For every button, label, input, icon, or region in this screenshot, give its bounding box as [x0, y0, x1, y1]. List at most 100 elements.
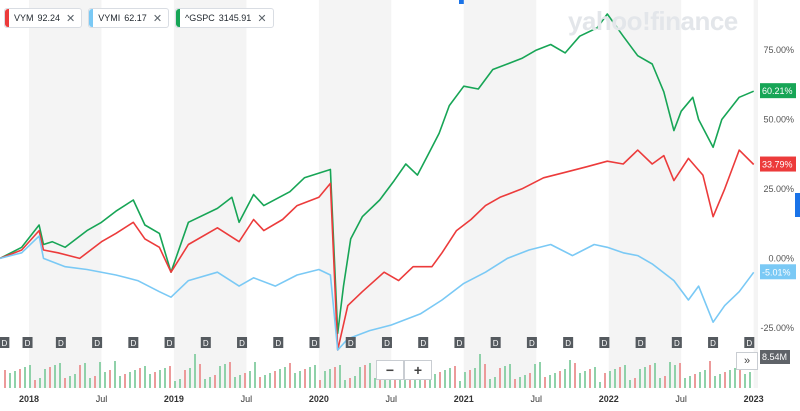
- period-shade: [608, 0, 682, 388]
- volume-bar: [114, 361, 116, 388]
- volume-bar: [134, 370, 136, 388]
- volume-bar: [29, 365, 31, 388]
- volume-bar: [659, 378, 661, 388]
- volume-bar: [739, 366, 741, 388]
- volume-bar: [39, 378, 41, 388]
- volume-bar: [744, 374, 746, 388]
- volume-bar: [689, 376, 691, 388]
- dividend-marker-label: D: [493, 339, 499, 348]
- volume-bar: [444, 370, 446, 388]
- volume-bar: [209, 377, 211, 388]
- legend-chip-gspc[interactable]: ^GSPC 3145.91 ✕: [175, 8, 274, 28]
- legend-chip-vym[interactable]: VYM 92.24 ✕: [4, 8, 83, 28]
- dividend-marker-label: D: [58, 339, 64, 348]
- dividend-marker: [381, 337, 392, 348]
- volume-bar: [514, 379, 516, 388]
- volume-bar: [624, 365, 626, 388]
- volume-bar: [199, 364, 201, 388]
- volume-bar: [14, 371, 16, 388]
- dividend-marker: [92, 337, 103, 348]
- volume-bar: [589, 369, 591, 388]
- close-icon[interactable]: ✕: [257, 12, 267, 25]
- dividend-marker-label: D: [457, 339, 463, 348]
- volume-bar: [559, 371, 561, 388]
- volume-bar: [574, 363, 576, 388]
- volume-bar: [59, 363, 61, 388]
- period-shade: [318, 0, 392, 388]
- dividend-marker-label: D: [203, 339, 209, 348]
- volume-bar: [144, 366, 146, 388]
- dividend-marker-label: D: [312, 339, 318, 348]
- last-value-badge-vym: [760, 156, 796, 172]
- close-icon[interactable]: ✕: [66, 12, 76, 25]
- x-tick-label: 2020: [309, 394, 329, 404]
- volume-bar: [404, 376, 406, 388]
- volume-bar: [379, 376, 381, 388]
- legend-symbol: VYMI: [98, 13, 121, 23]
- volume-bar: [594, 367, 596, 388]
- period-shade: [173, 0, 247, 388]
- volume-bar: [524, 375, 526, 388]
- volume-bar: [314, 365, 316, 388]
- zoom-in-button[interactable]: +: [404, 360, 432, 380]
- dividend-marker-label: D: [130, 339, 136, 348]
- dividend-marker: [635, 337, 646, 348]
- volume-bar: [694, 374, 696, 388]
- volume-bar: [709, 361, 711, 388]
- volume-bar: [189, 368, 191, 388]
- volume-bar: [539, 362, 541, 388]
- volume-bar: [649, 365, 651, 388]
- legend-chip-vymi[interactable]: VYMI 62.17 ✕: [88, 8, 170, 28]
- volume-bar: [464, 372, 466, 388]
- y-tick-label: 50.00%: [763, 115, 794, 125]
- volume-bar: [284, 367, 286, 388]
- volume-bar: [334, 367, 336, 388]
- volume-bar: [274, 371, 276, 388]
- dividend-marker-label: D: [348, 339, 354, 348]
- top-scroll-marker: [459, 0, 467, 4]
- volume-bar: [9, 373, 11, 388]
- volume-bar: [204, 379, 206, 388]
- dividend-marker: [22, 337, 33, 348]
- x-tick-label: 2023: [744, 394, 764, 404]
- y-tick-label: 25.00%: [763, 184, 794, 194]
- volume-bar: [664, 376, 666, 388]
- period-shade: [463, 0, 537, 388]
- volume-bar: [259, 377, 261, 388]
- volume-bar: [19, 369, 21, 388]
- volume-bar: [494, 377, 496, 388]
- dividend-marker: [418, 337, 429, 348]
- dividend-marker-label: D: [420, 339, 426, 348]
- volume-bar: [499, 368, 501, 388]
- x-tick-label: 2019: [164, 394, 184, 404]
- dividend-marker: [164, 337, 175, 348]
- volume-bar: [219, 366, 221, 388]
- volume-bar: [184, 370, 186, 388]
- last-value-badge-vymi: [760, 264, 796, 280]
- volume-bar: [364, 365, 366, 388]
- volume-bar: [439, 372, 441, 388]
- volume-bar: [604, 373, 606, 388]
- volume-bar: [549, 375, 551, 388]
- close-icon[interactable]: ✕: [152, 12, 163, 25]
- expand-chart-button[interactable]: »: [736, 352, 758, 370]
- gspc-color-swatch: [176, 9, 181, 27]
- volume-bar: [34, 380, 36, 388]
- volume-bar: [159, 370, 161, 388]
- volume-bar: [489, 379, 491, 388]
- dividend-marker-label: D: [565, 339, 571, 348]
- zoom-out-button[interactable]: −: [376, 360, 404, 380]
- dividend-marker: [345, 337, 356, 348]
- volume-bar: [254, 362, 256, 388]
- volume-bar: [264, 375, 266, 388]
- volume-bar: [249, 371, 251, 388]
- period-shade: [753, 0, 758, 388]
- dividend-marker-label: D: [674, 339, 680, 348]
- volume-bar: [564, 369, 566, 388]
- dividend-marker-label: D: [94, 339, 100, 348]
- volume-bar: [474, 368, 476, 388]
- period-shade: [28, 0, 102, 388]
- legend-symbol: VYM: [14, 13, 34, 23]
- volume-bar: [119, 376, 121, 388]
